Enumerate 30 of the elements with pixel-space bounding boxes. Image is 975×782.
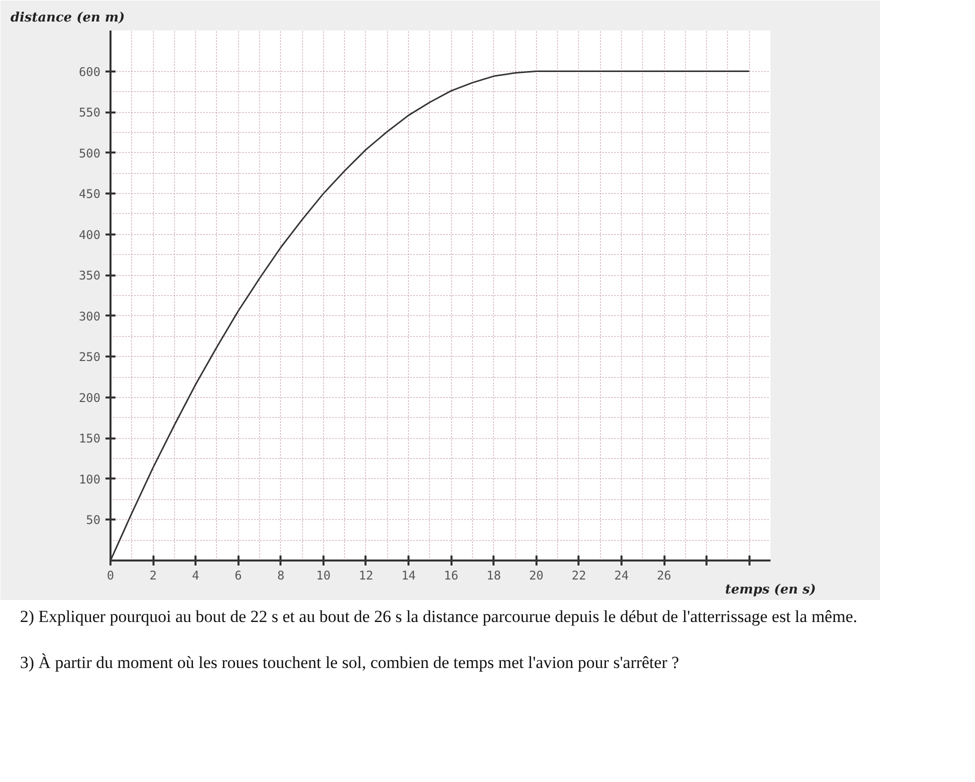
x-tick-label: 18 [486, 568, 501, 582]
y-tick-label: 550 [78, 106, 101, 120]
x-tick-label: 2 [149, 568, 157, 582]
x-tick-label: 4 [192, 568, 200, 582]
y-tick-label: 500 [78, 146, 101, 160]
x-tick-label: 8 [277, 568, 284, 582]
x-tick-label: 16 [444, 568, 458, 582]
y-tick-label: 300 [78, 309, 101, 324]
y-tick-label: 600 [78, 64, 101, 79]
y-tick-label: 450 [78, 187, 101, 202]
x-tick-label: 12 [358, 568, 374, 582]
text: 3) À partir du moment où les roues touchent le sol, combien de temps met l'avion pour s'arrêter ? [20, 652, 680, 674]
x-tick-label: 6 [234, 568, 242, 582]
x-tick-label: 20 [529, 568, 544, 582]
x-tick-label: 14 [401, 568, 416, 582]
x-axis-title: temps (en s) [725, 582, 816, 598]
text: 2) Expliquer pourquoi au bout de 22 s et au bout de 26 s la distance parcourue depuis le début de l'atterrissage est la même. [20, 606, 858, 628]
y-tick-label: 350 [78, 268, 101, 283]
x-tick-label: 24 [614, 568, 629, 582]
x-tick-label: 0 [106, 568, 114, 582]
x-tick-label: 26 [656, 568, 672, 582]
y-tick-label: 150 [78, 432, 101, 446]
y-tick-label: 250 [78, 350, 101, 364]
y-axis-title: distance (en m) [10, 10, 125, 26]
x-tick-label: 10 [316, 568, 331, 582]
y-tick-label: 100 [78, 472, 101, 486]
x-tick-label: 22 [572, 568, 586, 582]
y-tick-label: 200 [78, 390, 101, 405]
y-tick-label: 50 [86, 513, 101, 528]
y-tick-label: 400 [78, 228, 101, 242]
